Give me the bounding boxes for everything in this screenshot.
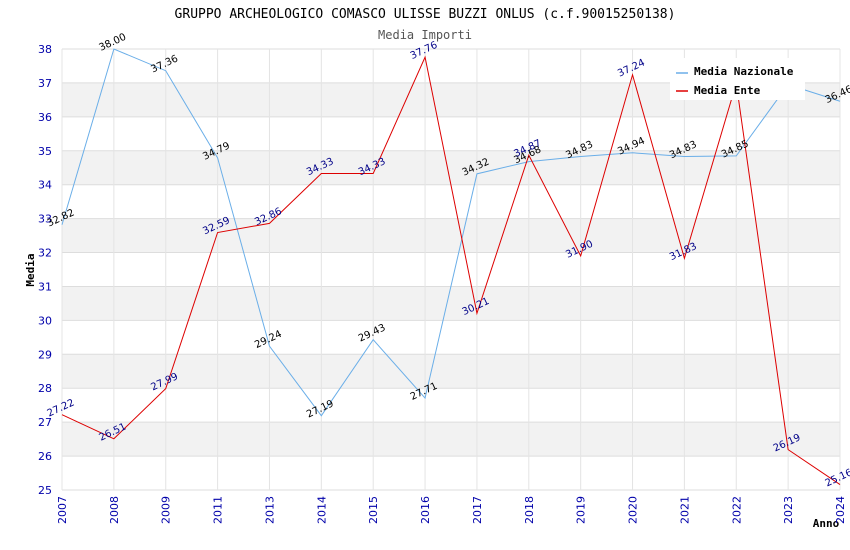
x-tick-label: 2020 <box>627 496 640 524</box>
x-tick-label: 2007 <box>56 496 69 524</box>
y-tick-label: 25 <box>38 484 52 497</box>
x-tick-label: 2018 <box>523 496 536 524</box>
grid-lines <box>61 48 841 491</box>
x-tick-label: 2008 <box>108 496 121 524</box>
grid-band <box>62 456 840 490</box>
x-tick-label: 2024 <box>834 496 847 524</box>
y-tick-label: 27 <box>38 416 52 429</box>
legend-box <box>670 58 805 100</box>
x-tick-label: 2022 <box>730 496 743 524</box>
y-tick-label: 35 <box>38 145 52 158</box>
x-axis-label: Anno <box>813 517 840 530</box>
x-axis-ticks: 2007 2008 2009 2011 2013 2014 2015 2016 2017 2018… <box>56 496 847 524</box>
x-tick-label: 2016 <box>419 496 432 524</box>
y-tick-label: 28 <box>38 382 52 395</box>
x-tick-label: 2015 <box>367 496 380 524</box>
y-tick-label: 30 <box>38 314 52 327</box>
grid-band <box>62 218 840 253</box>
x-tick-label: 2021 <box>678 496 691 524</box>
x-tick-label: 2019 <box>575 496 588 524</box>
y-axis-label: Media <box>24 253 37 286</box>
x-tick-label: 2014 <box>315 496 328 524</box>
grid-band <box>62 286 840 321</box>
x-tick-label: 2017 <box>471 496 484 524</box>
legend-label-media-nazionale: Media Nazionale <box>694 65 794 78</box>
y-tick-label: 36 <box>38 111 52 124</box>
series-lines <box>61 48 841 485</box>
y-tick-label: 31 <box>38 280 52 293</box>
y-tick-label: 38 <box>38 43 52 56</box>
grid-band <box>62 252 840 287</box>
x-tick-label: 2011 <box>212 496 225 524</box>
y-tick-label: 26 <box>38 450 52 463</box>
chart-title: GRUPPO ARCHEOLOGICO COMASCO ULISSE BUZZI… <box>175 7 676 22</box>
legend-label-media-ente: Media Ente <box>694 84 761 97</box>
legend: Media Nazionale Media Ente <box>670 58 805 100</box>
grid-band <box>62 184 840 219</box>
chart-subtitle: Media Importi <box>378 28 472 42</box>
y-tick-label: 34 <box>38 179 52 192</box>
y-tick-label: 29 <box>38 348 52 361</box>
y-axis-ticks: 25 26 27 28 29 30 31 32 33 34 35 36 37 38 <box>38 43 52 497</box>
grid-bands <box>62 49 840 490</box>
grid-band <box>62 116 840 151</box>
x-tick-label: 2009 <box>160 496 173 524</box>
series-line-media-nazionale <box>61 48 841 417</box>
x-tick-label: 2013 <box>263 496 276 524</box>
y-tick-label: 32 <box>38 247 52 260</box>
y-tick-label: 37 <box>38 77 52 90</box>
series-line-media-ente <box>61 55 841 485</box>
grid-band <box>62 388 840 423</box>
grid-band <box>62 320 840 355</box>
grid-band <box>62 354 840 389</box>
grid-band <box>62 422 840 457</box>
x-tick-label: 2023 <box>782 496 795 524</box>
y-tick-label: 33 <box>38 213 52 226</box>
